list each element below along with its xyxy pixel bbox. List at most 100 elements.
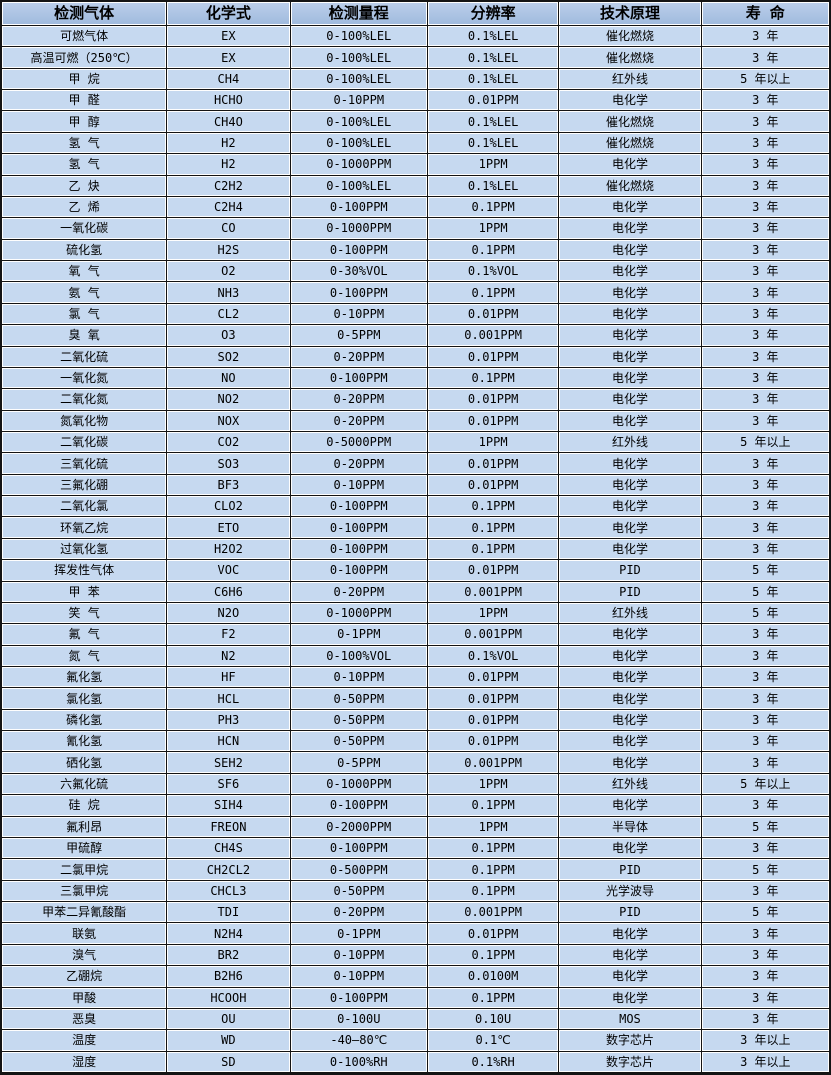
resolution-cell: 0.01PPM bbox=[427, 453, 560, 475]
principle-cell: MOS bbox=[559, 1008, 702, 1031]
resolution-cell: 0.1PPM bbox=[427, 538, 560, 561]
gas-name-cell: 氧 气 bbox=[2, 261, 168, 283]
range-cell: 0-50PPM bbox=[290, 880, 428, 903]
range-cell: 0-5PPM bbox=[290, 752, 428, 774]
principle-cell: PID bbox=[559, 581, 702, 603]
range-cell: 0-20PPM bbox=[290, 389, 428, 411]
gas-name-cell: 硒化氢 bbox=[2, 752, 168, 774]
range-cell: 0-1000PPM bbox=[290, 154, 428, 176]
gas-name-cell: 氟 气 bbox=[2, 624, 168, 646]
lifespan-cell: 3 年 bbox=[701, 688, 829, 710]
resolution-cell: 0.0100M bbox=[427, 966, 560, 988]
principle-cell: PID bbox=[559, 859, 702, 881]
formula-cell: C2H4 bbox=[167, 196, 291, 219]
formula-cell: CH2CL2 bbox=[167, 859, 291, 881]
gas-name-cell: 二氧化硫 bbox=[2, 346, 168, 368]
principle-cell: 电化学 bbox=[559, 645, 702, 668]
lifespan-cell: 3 年 bbox=[701, 966, 829, 988]
formula-cell: CHCL3 bbox=[167, 880, 291, 903]
resolution-cell: 0.1%LEL bbox=[427, 47, 560, 69]
gas-name-cell: 氢 气 bbox=[2, 132, 168, 155]
formula-cell: CL2 bbox=[167, 303, 291, 326]
formula-cell: HCN bbox=[167, 731, 291, 753]
gas-name-cell: 三氧化硫 bbox=[2, 453, 168, 475]
range-cell: 0-1000PPM bbox=[290, 602, 428, 625]
range-cell: 0-100PPM bbox=[290, 517, 428, 539]
lifespan-cell: 5 年 bbox=[701, 859, 829, 881]
resolution-cell: 1PPM bbox=[427, 431, 560, 454]
gas-name-cell: 硫化氢 bbox=[2, 239, 168, 262]
principle-cell: 电化学 bbox=[559, 667, 702, 689]
formula-cell: OU bbox=[167, 1008, 291, 1031]
formula-cell: WD bbox=[167, 1030, 291, 1052]
resolution-cell: 0.01PPM bbox=[427, 410, 560, 432]
range-cell: 0-20PPM bbox=[290, 902, 428, 924]
range-cell: 0-100%LEL bbox=[290, 26, 428, 48]
gas-name-cell: 湿度 bbox=[2, 1051, 168, 1073]
range-cell: 0-100PPM bbox=[290, 795, 428, 817]
range-cell: 0-100%LEL bbox=[290, 68, 428, 91]
gas-name-cell: 甲 烷 bbox=[2, 68, 168, 91]
resolution-cell: 0.1PPM bbox=[427, 795, 560, 817]
range-cell: 0-50PPM bbox=[290, 731, 428, 753]
lifespan-cell: 3 年 bbox=[701, 346, 829, 368]
column-header-principle: 技术原理 bbox=[559, 2, 702, 26]
principle-cell: 电化学 bbox=[559, 303, 702, 326]
resolution-cell: 1PPM bbox=[427, 816, 560, 838]
lifespan-cell: 3 年 bbox=[701, 389, 829, 411]
gas-name-cell: 氢 气 bbox=[2, 154, 168, 176]
column-header-gas: 检测气体 bbox=[2, 2, 168, 26]
principle-cell: 光学波导 bbox=[559, 880, 702, 903]
lifespan-cell: 5 年以上 bbox=[701, 773, 829, 796]
principle-cell: 电化学 bbox=[559, 218, 702, 240]
range-cell: 0-10PPM bbox=[290, 90, 428, 112]
resolution-cell: 0.01PPM bbox=[427, 474, 560, 497]
principle-cell: 数字芯片 bbox=[559, 1051, 702, 1073]
resolution-cell: 0.1%VOL bbox=[427, 261, 560, 283]
formula-cell: SO3 bbox=[167, 453, 291, 475]
resolution-cell: 0.01PPM bbox=[427, 90, 560, 112]
resolution-cell: 0.1PPM bbox=[427, 517, 560, 539]
principle-cell: 红外线 bbox=[559, 602, 702, 625]
resolution-cell: 0.001PPM bbox=[427, 902, 560, 924]
resolution-cell: 0.001PPM bbox=[427, 581, 560, 603]
range-cell: 0-100PPM bbox=[290, 282, 428, 304]
principle-cell: 电化学 bbox=[559, 795, 702, 817]
resolution-cell: 0.1%LEL bbox=[427, 175, 560, 197]
formula-cell: HCHO bbox=[167, 90, 291, 112]
formula-cell: N2 bbox=[167, 645, 291, 668]
lifespan-cell: 3 年 bbox=[701, 132, 829, 155]
lifespan-cell: 3 年 bbox=[701, 261, 829, 283]
resolution-cell: 0.1%LEL bbox=[427, 68, 560, 91]
resolution-cell: 0.1PPM bbox=[427, 367, 560, 390]
range-cell: 0-10PPM bbox=[290, 303, 428, 326]
formula-cell: CH4O bbox=[167, 111, 291, 133]
range-cell: 0-100%RH bbox=[290, 1051, 428, 1073]
formula-cell: H2 bbox=[167, 154, 291, 176]
principle-cell: 数字芯片 bbox=[559, 1030, 702, 1052]
range-cell: 0-5PPM bbox=[290, 325, 428, 347]
gas-name-cell: 挥发性气体 bbox=[2, 560, 168, 582]
range-cell: 0-1000PPM bbox=[290, 773, 428, 796]
resolution-cell: 0.1PPM bbox=[427, 944, 560, 967]
lifespan-cell: 3 年 bbox=[701, 325, 829, 347]
gas-name-cell: 甲 醇 bbox=[2, 111, 168, 133]
gas-name-cell: 三氯甲烷 bbox=[2, 880, 168, 903]
resolution-cell: 0.10U bbox=[427, 1008, 560, 1031]
range-cell: 0-50PPM bbox=[290, 688, 428, 710]
range-cell: 0-100%LEL bbox=[290, 175, 428, 197]
range-cell: 0-1PPM bbox=[290, 624, 428, 646]
lifespan-cell: 3 年 bbox=[701, 624, 829, 646]
formula-cell: SD bbox=[167, 1051, 291, 1073]
resolution-cell: 0.1PPM bbox=[427, 496, 560, 518]
formula-cell: NO bbox=[167, 367, 291, 390]
principle-cell: 半导体 bbox=[559, 816, 702, 838]
range-cell: 0-20PPM bbox=[290, 410, 428, 432]
principle-cell: 电化学 bbox=[559, 752, 702, 774]
lifespan-cell: 3 年 bbox=[701, 752, 829, 774]
gas-name-cell: 一氧化氮 bbox=[2, 367, 168, 390]
resolution-cell: 1PPM bbox=[427, 773, 560, 796]
principle-cell: 电化学 bbox=[559, 709, 702, 732]
gas-name-cell: 恶臭 bbox=[2, 1008, 168, 1031]
lifespan-cell: 3 年 bbox=[701, 474, 829, 497]
